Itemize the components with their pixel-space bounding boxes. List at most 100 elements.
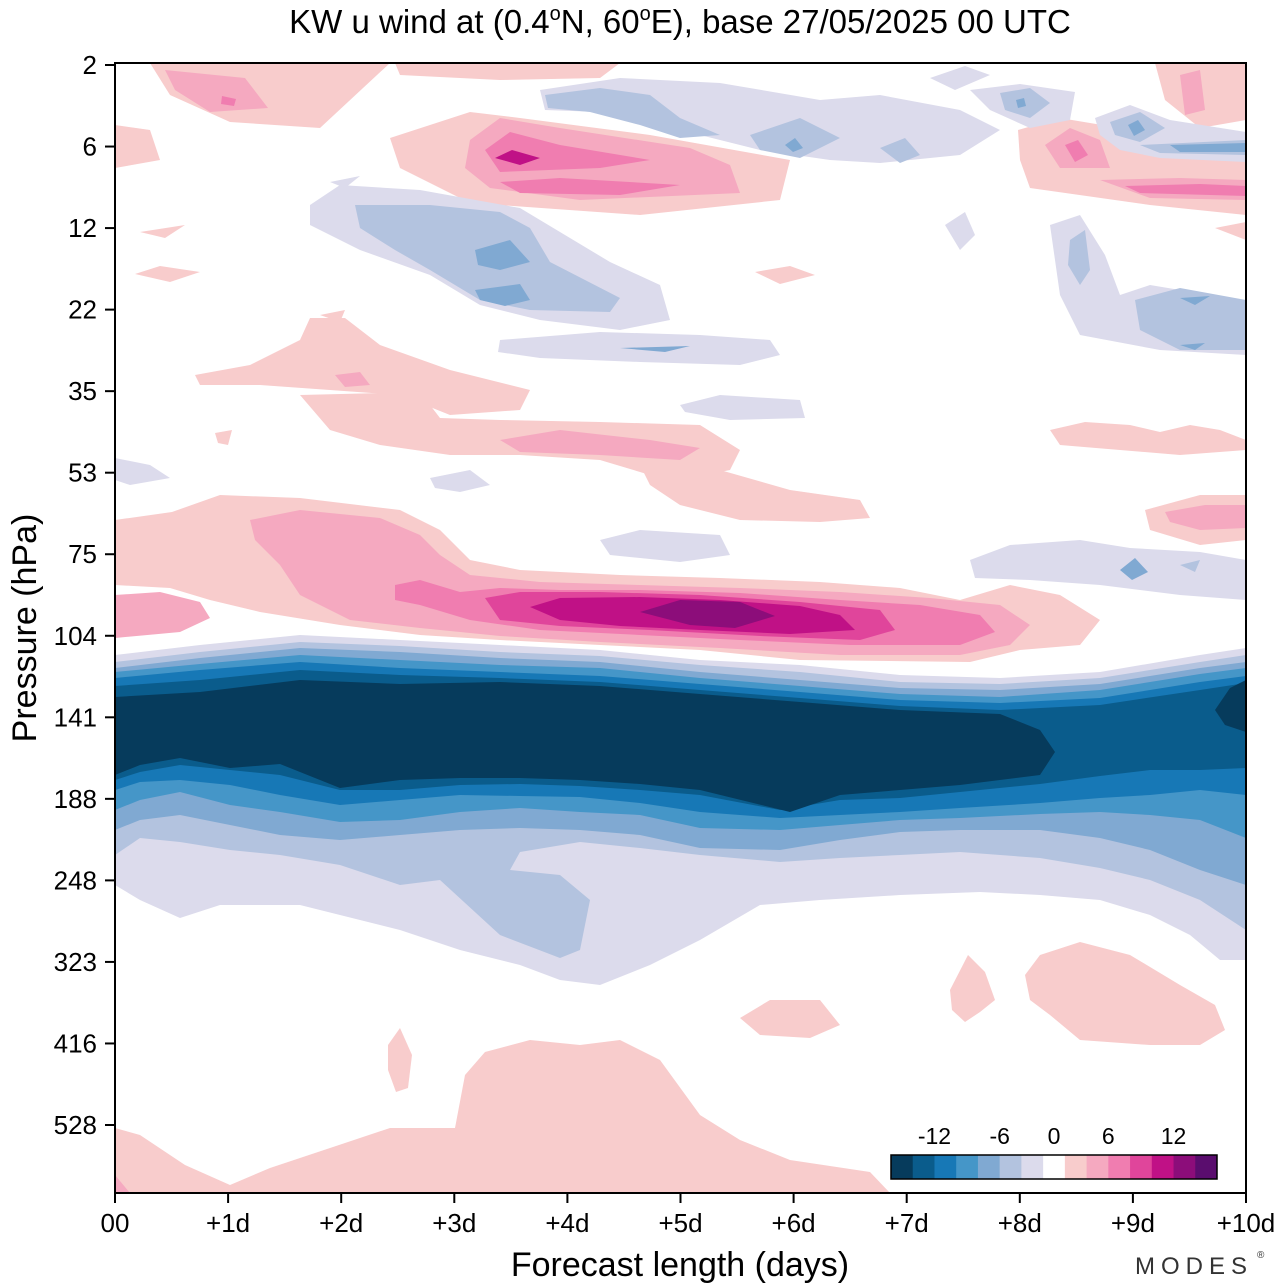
- colorbar-frame: [890, 1154, 1218, 1180]
- contour-pos-41: [740, 1000, 840, 1038]
- colorbar-swatch: [912, 1155, 935, 1179]
- y-tick-label: 22: [68, 295, 97, 325]
- y-tick-label: 12: [68, 213, 97, 243]
- x-tick-label: +7d: [885, 1208, 929, 1238]
- x-tick-label: 00: [101, 1208, 130, 1238]
- chart-title: KW u wind at (0.4oN, 60oE), base 27/05/2…: [289, 3, 1071, 40]
- x-tick-label: +5d: [658, 1208, 702, 1238]
- contour-field: [115, 63, 1246, 1193]
- y-tick-label: 141: [54, 702, 97, 732]
- contour-neg-23: [1180, 343, 1205, 350]
- y-tick-label: 104: [54, 621, 97, 651]
- contour-pos-18: [140, 225, 185, 238]
- contour-neg-27: [330, 176, 360, 188]
- contour-pos-14: [1065, 140, 1088, 162]
- colorbar-swatch: [1173, 1155, 1196, 1179]
- contour-neg-22: [1180, 296, 1210, 305]
- x-tick-label: +8d: [998, 1208, 1042, 1238]
- colorbar-swatch: [999, 1155, 1022, 1179]
- title-degree-1: o: [550, 3, 561, 25]
- colorbar-swatch: [977, 1155, 1001, 1179]
- contour-pos-4: [395, 63, 620, 80]
- x-tick-label: +3d: [432, 1208, 476, 1238]
- colorbar-swatch: [1021, 1155, 1044, 1179]
- title-middle: N, 60: [561, 3, 640, 40]
- colorbar-swatch: [1064, 1155, 1088, 1179]
- colorbar-swatch: [956, 1155, 979, 1179]
- contour-neg-33: [1120, 558, 1148, 580]
- contour-pos-39: [950, 955, 995, 1022]
- colorbar-swatch: [1043, 1155, 1066, 1179]
- contour-pos-44: [115, 1175, 130, 1193]
- y-tick-label: 323: [54, 947, 97, 977]
- y-tick-label: 35: [68, 376, 97, 406]
- contour-neg-29: [430, 470, 490, 492]
- contour-neg-4: [475, 284, 530, 306]
- contour-pos-40: [1025, 942, 1225, 1045]
- x-tick-label: +6d: [772, 1208, 816, 1238]
- x-axis-label: Forecast length (days): [511, 1246, 849, 1284]
- contour-pos-22: [1215, 222, 1246, 240]
- contour-neg-18: [1170, 143, 1246, 152]
- contour-pos-38: [640, 600, 775, 628]
- title-degree-2: o: [640, 3, 651, 25]
- colorbar-swatch: [1151, 1155, 1175, 1179]
- contour-pos-31: [215, 430, 232, 445]
- x-tick-label: +10d: [1217, 1208, 1276, 1238]
- contour-neg-31: [600, 530, 730, 562]
- y-tick-label: 53: [68, 458, 97, 488]
- y-axis: 2 6 12 22 35 53 75 104 141 188 248 323 416 528: [54, 50, 115, 1140]
- contour-pos-3: [221, 96, 236, 106]
- contour-neg-17: [1128, 120, 1145, 136]
- x-tick-label: +4d: [545, 1208, 589, 1238]
- contour-pos-9: [500, 178, 680, 195]
- contour-pos-23: [195, 318, 530, 415]
- colorbar-tick-label: -12: [918, 1123, 951, 1149]
- colorbar-tick-label: 12: [1161, 1123, 1187, 1149]
- colorbar-swatch: [1130, 1155, 1153, 1179]
- y-tick-label: 528: [54, 1110, 97, 1140]
- colorbar-tick-label: 0: [1048, 1123, 1061, 1149]
- colorbar-swatch: [934, 1155, 957, 1179]
- title-suffix: E), base 27/05/2025 00 UTC: [651, 3, 1071, 40]
- contour-pos-24: [335, 372, 370, 387]
- colorbar: -12 -6 0 6 12: [890, 1123, 1218, 1180]
- contour-neg-26: [620, 346, 690, 352]
- contour-pos-25: [300, 392, 740, 480]
- x-tick-label: +2d: [319, 1208, 363, 1238]
- y-tick-label: 2: [83, 50, 97, 80]
- contour-neg-20: [1068, 230, 1090, 285]
- contour-pos-42: [388, 1028, 412, 1092]
- x-tick-label: +1d: [206, 1208, 250, 1238]
- brand-logo: MODES: [1135, 1253, 1253, 1280]
- y-tick-label: 188: [54, 784, 97, 814]
- colorbar-tick-label: 6: [1102, 1123, 1115, 1149]
- contour-neg-13: [1016, 98, 1026, 108]
- contour-pos-30: [1165, 505, 1246, 530]
- y-tick-label: 75: [68, 539, 97, 569]
- y-tick-label: 416: [54, 1028, 97, 1058]
- y-tick-label: 6: [83, 132, 97, 162]
- colorbar-swatch: [891, 1155, 914, 1179]
- contour-neg-9: [785, 138, 803, 152]
- contour-neg-43: [1215, 680, 1246, 732]
- brand-registered-mark: ®: [1257, 1250, 1265, 1261]
- title-prefix: KW u wind at (0.4: [289, 3, 549, 40]
- x-tick-label: +9d: [1111, 1208, 1155, 1238]
- contour-pos-2: [165, 70, 268, 112]
- y-tick-label: 248: [54, 865, 97, 895]
- contour-pos-19: [135, 266, 200, 282]
- colorbar-tick-label: -6: [989, 1123, 1009, 1149]
- contour-pos-5: [115, 125, 160, 168]
- contour-neg-10: [930, 66, 990, 90]
- contour-pos-43: [115, 1040, 890, 1193]
- contour-neg-28: [680, 395, 805, 420]
- contour-neg-34: [1180, 560, 1200, 572]
- x-axis: 00 +1d +2d +3d +4d +5d +6d +7d +8d +9d +10d: [101, 1193, 1276, 1238]
- contour-pos-28: [1050, 422, 1246, 455]
- contour-pos-10: [495, 150, 540, 165]
- contour-neg-21: [1135, 288, 1246, 350]
- contour-neg-30: [115, 458, 170, 485]
- colorbar-swatch: [1108, 1155, 1131, 1179]
